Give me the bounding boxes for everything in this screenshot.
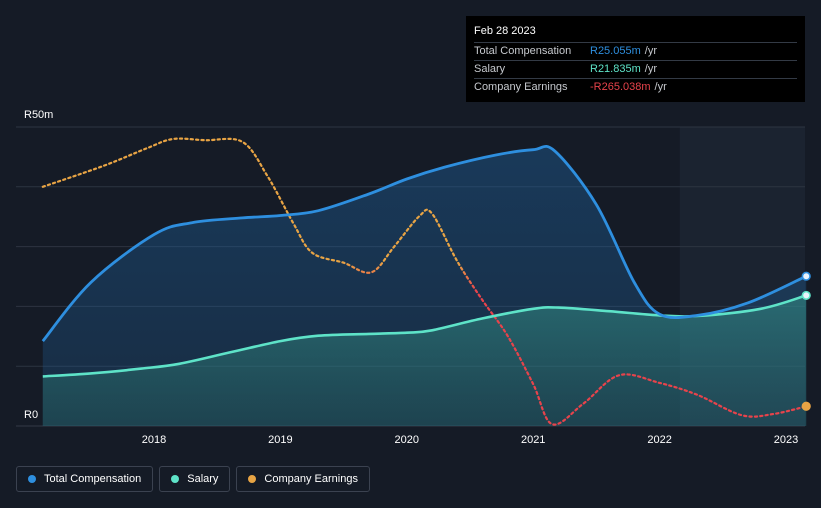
y-tick-label-max: R50m (24, 109, 53, 121)
x-tick-label: 2022 (647, 434, 671, 446)
tooltip-unit: /yr (644, 45, 657, 57)
company-earnings-line (41, 137, 808, 426)
tooltip-row-salary: Salary R21.835m /yr (474, 61, 797, 79)
tooltip-label: Total Compensation (474, 45, 572, 57)
company-earnings-end-marker (801, 401, 811, 411)
tooltip-label: Company Earnings (474, 81, 568, 93)
legend-dot-icon (248, 475, 257, 483)
tooltip-row-company-earnings: Company Earnings -R265.038m /yr (474, 79, 797, 96)
x-tick-label: 2020 (395, 434, 419, 446)
tooltip-unit: /yr (654, 81, 667, 93)
x-tick-label: 2018 (142, 434, 166, 446)
legend: Total Compensation Salary Company Earnin… (16, 466, 370, 492)
x-tick-label: 2021 (521, 434, 545, 446)
tooltip-date: Feb 28 2023 (474, 22, 797, 43)
salary-end-marker (801, 290, 811, 301)
legend-item-total-compensation[interactable]: Total Compensation (16, 466, 154, 492)
legend-dot-icon (171, 475, 180, 483)
legend-label: Total Compensation (44, 473, 142, 485)
legend-label: Company Earnings (264, 473, 358, 485)
y-tick-label-min: R0 (24, 409, 38, 421)
total-compensation-end-marker (801, 271, 811, 281)
tooltip-value: R25.055m (590, 45, 641, 57)
legend-label: Salary (187, 473, 219, 485)
legend-item-company-earnings[interactable]: Company Earnings (236, 466, 370, 492)
tooltip-row-total-compensation: Total Compensation R25.055m /yr (474, 43, 797, 61)
tooltip-unit: /yr (644, 63, 657, 75)
legend-dot-icon (28, 475, 36, 483)
total-compensation-line (41, 144, 807, 342)
tooltip: Feb 28 2023 Total Compensation R25.055m … (466, 16, 805, 102)
tooltip-value: R21.835m (590, 63, 641, 75)
salary-area (42, 295, 807, 426)
x-tick-label: 2019 (268, 434, 292, 446)
tooltip-value: -R265.038m (590, 81, 651, 93)
x-tick-label: 2023 (774, 434, 798, 446)
legend-item-salary[interactable]: Salary (159, 466, 231, 492)
tooltip-label: Salary (474, 63, 506, 75)
